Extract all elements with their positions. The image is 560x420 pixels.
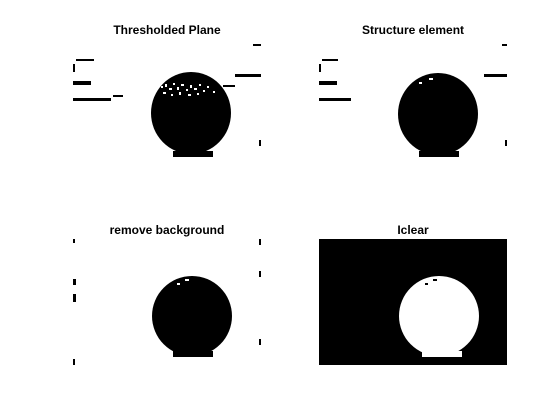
panel-thresholded-plane xyxy=(73,40,261,166)
panel-title-structure-element: Structure element xyxy=(361,23,465,37)
remove-background-image xyxy=(73,239,261,365)
panel-iclear xyxy=(319,239,507,365)
panel-title-thresholded-plane: Thresholded Plane xyxy=(113,23,221,37)
iclear-image xyxy=(319,239,507,365)
thresholded-plane-image xyxy=(73,40,261,166)
panel-title-remove-background: remove background xyxy=(109,223,225,237)
structure-element-image xyxy=(319,40,507,166)
panel-structure-element xyxy=(319,40,507,166)
panel-remove-background xyxy=(73,239,261,365)
panel-title-iclear: Iclear xyxy=(397,223,429,237)
